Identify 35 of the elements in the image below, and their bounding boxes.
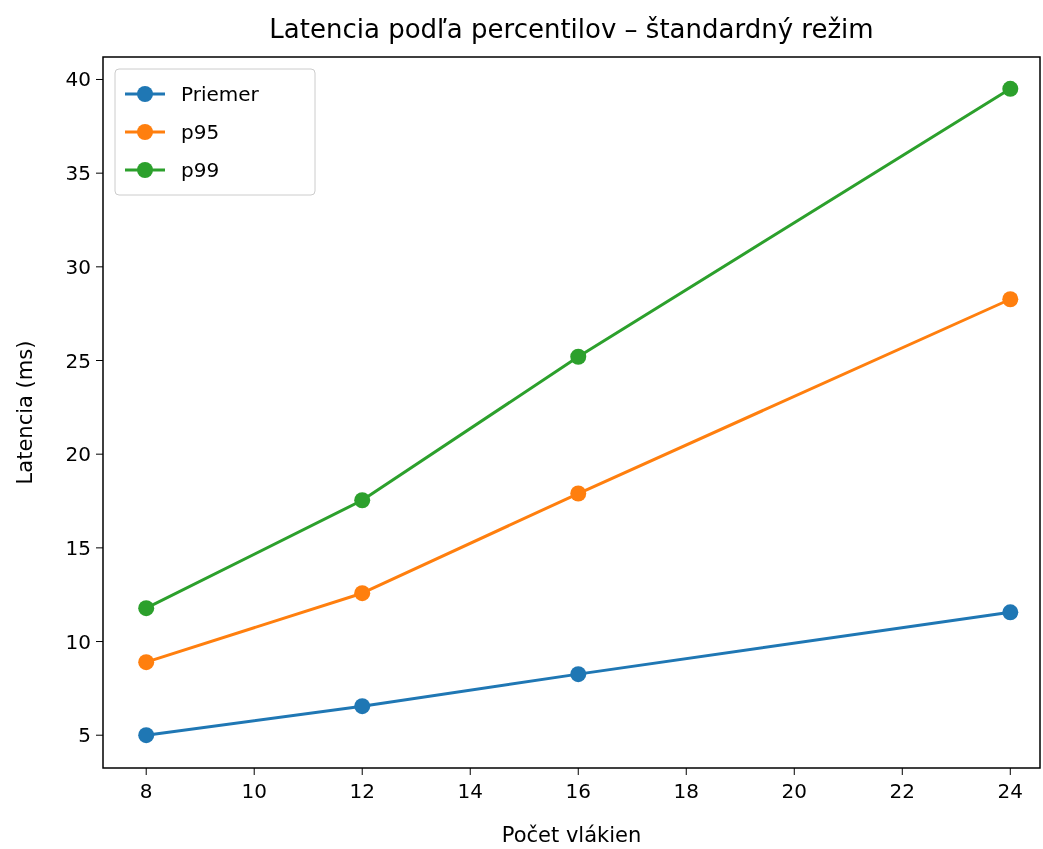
x-tick-label: 16	[565, 779, 591, 803]
y-tick-label: 30	[65, 254, 91, 279]
point	[138, 654, 155, 671]
x-tick-label: 12	[349, 779, 375, 803]
y-tick-label: 10	[65, 629, 91, 654]
y-tick-label: 20	[65, 442, 91, 467]
y-tick-label: 15	[65, 535, 91, 560]
y-tick-label: 40	[65, 67, 91, 92]
legend-label: p95	[181, 120, 220, 144]
point	[138, 727, 155, 744]
point	[570, 666, 587, 683]
point	[354, 698, 371, 715]
x-tick-label: 14	[457, 779, 483, 803]
x-tick-label: 8	[139, 779, 153, 803]
legend-label: Priemer	[181, 82, 260, 106]
x-tick-label: 24	[997, 779, 1024, 803]
x-axis-title: Počet vlákien	[501, 823, 642, 847]
point	[354, 492, 371, 509]
x-tick-label: 10	[241, 779, 267, 803]
y-axis-title: Latencia (ms)	[13, 340, 37, 485]
point	[1002, 604, 1019, 621]
x-tick-label: 18	[673, 779, 699, 803]
x-tick-label: 22	[889, 779, 916, 803]
y-tick-label: 25	[65, 348, 91, 373]
point	[570, 485, 587, 502]
chart-title: Latencia podľa percentilov – štandardný režim	[269, 14, 874, 44]
point	[1002, 80, 1019, 97]
point	[570, 348, 587, 365]
point	[354, 585, 371, 602]
y-tick-label: 35	[65, 161, 91, 186]
point	[138, 600, 155, 617]
point	[1002, 291, 1019, 308]
y-tick-label: 5	[78, 723, 91, 748]
legend-label: p99	[181, 158, 220, 182]
x-tick-label: 20	[781, 779, 807, 803]
